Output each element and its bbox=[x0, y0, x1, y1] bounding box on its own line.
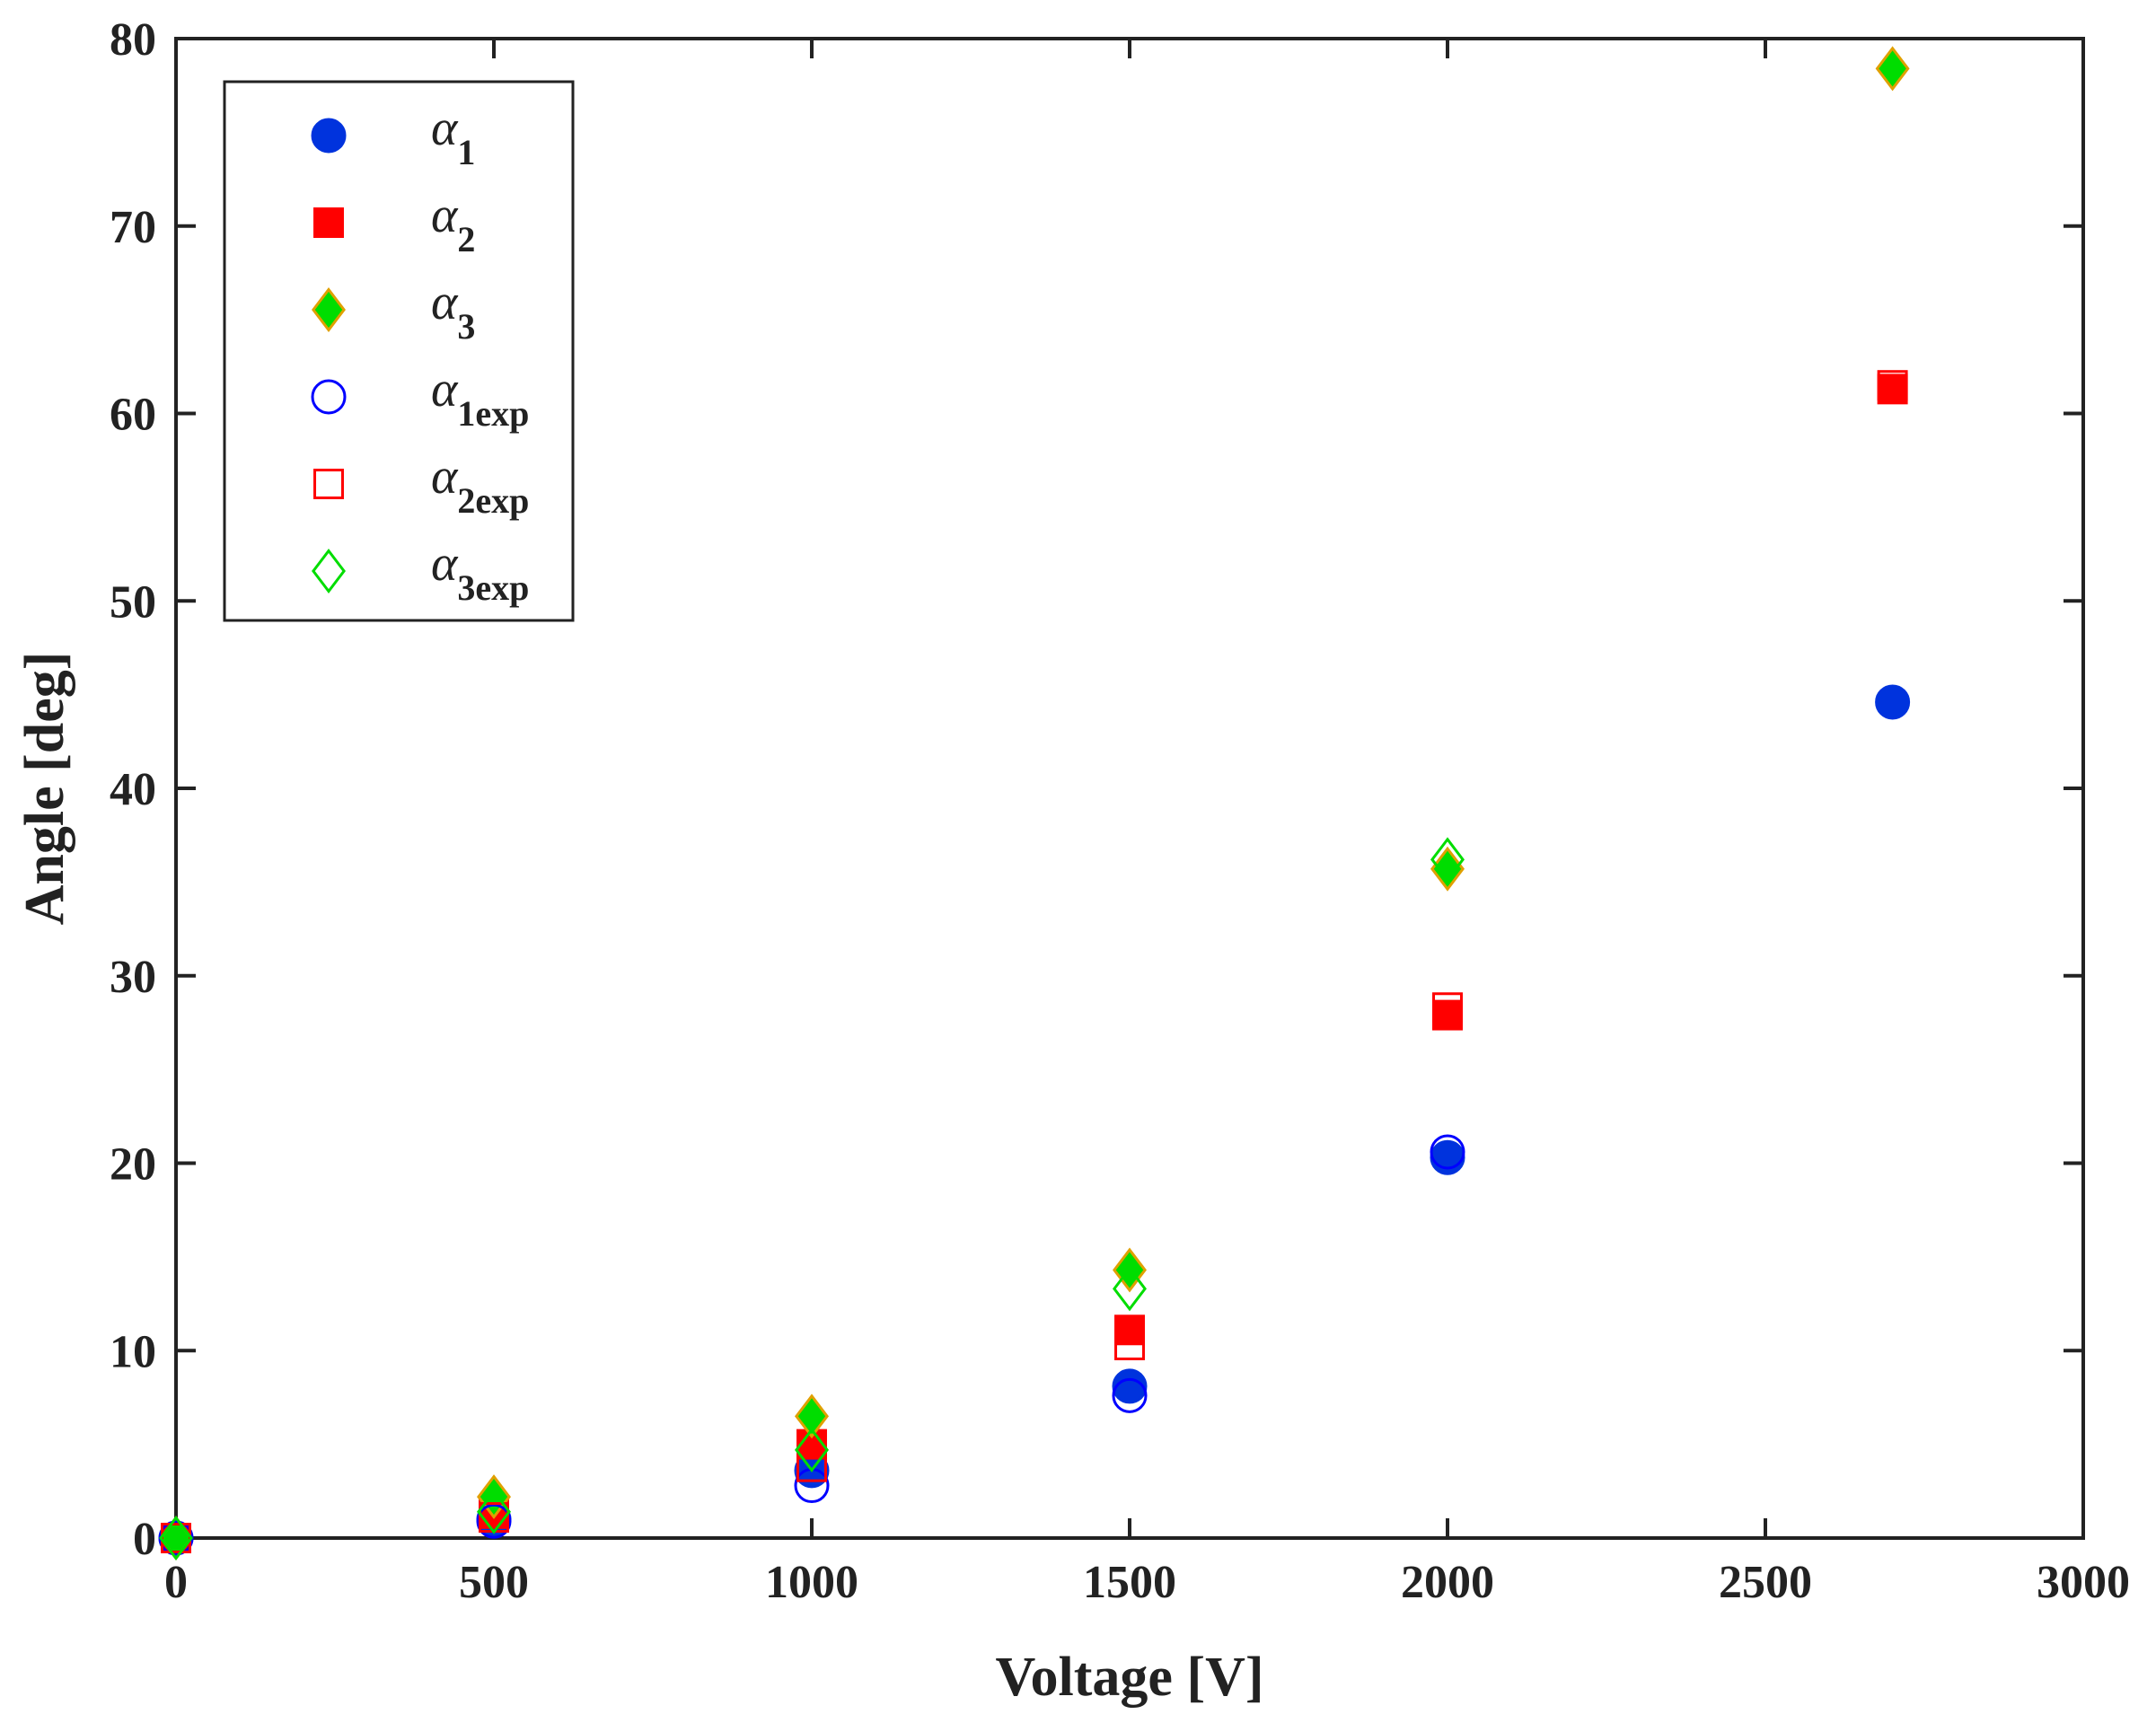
legend-label-a1exp: α1exp bbox=[431, 362, 529, 434]
legend-symbol: α bbox=[431, 188, 459, 243]
axis-ticks: 0 500 1000 1500 2000 2500 3000 0 10 20 30 40 50 60 70 8… bbox=[110, 14, 2130, 1608]
y-tick-label: 20 bbox=[110, 1139, 156, 1191]
legend-label-a3exp: α3exp bbox=[431, 536, 529, 608]
legend-subscript: 1exp bbox=[457, 393, 529, 434]
x-tick-label: 2500 bbox=[1719, 1557, 1812, 1608]
data-points bbox=[158, 46, 1911, 1560]
legend-symbol: α bbox=[431, 101, 459, 156]
legend-marker-a2exp bbox=[313, 469, 344, 499]
y-tick-label: 40 bbox=[110, 764, 156, 815]
legend-marker-a1exp bbox=[311, 379, 347, 415]
data-point-a3exp bbox=[1113, 1266, 1147, 1312]
legend-marker-a2 bbox=[313, 207, 344, 238]
legend-marker-a3 bbox=[312, 287, 346, 332]
data-point-a3 bbox=[1875, 46, 1910, 92]
data-point-a1exp bbox=[1430, 1134, 1465, 1170]
data-point-a3 bbox=[1430, 846, 1465, 892]
legend-symbol: α bbox=[431, 536, 459, 592]
data-point-a2 bbox=[1432, 999, 1463, 1031]
data-point-a3exp bbox=[477, 1489, 511, 1534]
data-point-a3 bbox=[795, 1393, 829, 1439]
legend-symbol: α bbox=[431, 449, 459, 505]
legend-subscript: 1 bbox=[457, 132, 475, 172]
y-tick-label: 50 bbox=[110, 576, 156, 628]
y-tick-label: 60 bbox=[110, 390, 156, 441]
legend-subscript: 3 bbox=[457, 306, 475, 347]
y-tick-label: 70 bbox=[110, 202, 156, 253]
legend-symbol: α bbox=[431, 275, 459, 330]
x-axis-title: Voltage [V] bbox=[995, 1647, 1263, 1708]
legend-label-a1: α1 bbox=[431, 101, 475, 172]
data-point-a3exp bbox=[159, 1516, 193, 1560]
legend-marker-a1 bbox=[311, 118, 347, 154]
data-point-a3exp bbox=[1430, 837, 1465, 883]
data-point-a1exp bbox=[476, 1503, 512, 1539]
x-tick-label: 1500 bbox=[1083, 1557, 1176, 1608]
data-point-a1exp bbox=[1112, 1377, 1148, 1413]
legend-subscript: 3exp bbox=[457, 567, 529, 608]
legend-box bbox=[223, 80, 575, 622]
data-point-a1 bbox=[1112, 1368, 1148, 1404]
data-point-a2exp bbox=[796, 1451, 827, 1482]
y-axis-title: Angle [deg] bbox=[14, 652, 75, 926]
y-tick-label: 10 bbox=[110, 1326, 156, 1377]
data-point-a2exp bbox=[1114, 1330, 1145, 1360]
x-tick-label: 0 bbox=[164, 1557, 188, 1608]
legend-subscript: 2exp bbox=[457, 480, 529, 521]
data-point-a1 bbox=[1875, 684, 1911, 720]
y-tick-label: 80 bbox=[110, 14, 156, 66]
legend-marker-a3exp bbox=[312, 549, 346, 593]
legend-label-a3: α3 bbox=[431, 275, 475, 347]
x-tick-label: 2000 bbox=[1401, 1557, 1494, 1608]
legend-label-a2exp: α2exp bbox=[431, 449, 529, 521]
data-point-a3exp bbox=[795, 1427, 829, 1472]
x-tick-label: 3000 bbox=[2037, 1557, 2130, 1608]
legend-symbol: α bbox=[431, 362, 459, 418]
legend-subscript: 2 bbox=[457, 219, 475, 259]
x-tick-label: 500 bbox=[459, 1557, 529, 1608]
y-tick-label: 0 bbox=[133, 1514, 156, 1565]
legend-label-a2: α2 bbox=[431, 188, 475, 259]
data-point-a2exp bbox=[1877, 370, 1908, 401]
x-tick-label: 1000 bbox=[765, 1557, 858, 1608]
data-point-a2exp bbox=[1432, 992, 1463, 1024]
y-tick-label: 30 bbox=[110, 952, 156, 1003]
